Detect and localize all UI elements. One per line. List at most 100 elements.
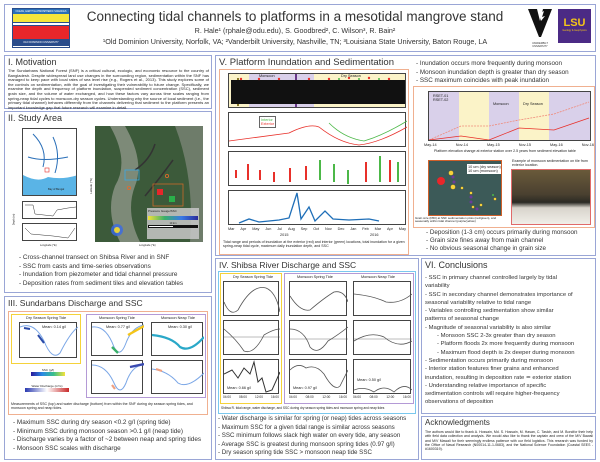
month-tick: Nov bbox=[324, 227, 332, 231]
grain-caption: Grain size (D50) at SNF sedimentation pl… bbox=[415, 216, 497, 224]
conclusion-item: - SSC in secondary channel demonstrates … bbox=[425, 291, 573, 298]
month-tick: Mar bbox=[374, 227, 382, 231]
month-axis: Mar Apr May Jun Jul Aug Sep Oct Nov Dec Jan Feb Mar A… bbox=[228, 227, 406, 231]
profile-xlabel: Longitude (°E) bbox=[40, 244, 57, 247]
panel-title: Dry Season Spring Tide bbox=[233, 275, 274, 279]
time-tick: 16:00 bbox=[271, 395, 279, 399]
bullet: - SSC from casts and time-series observa… bbox=[19, 262, 151, 270]
total-inundation-plot: Interior Exterior bbox=[228, 112, 408, 147]
time-tick: 12:00 bbox=[255, 395, 263, 399]
legend-rset-01: RSET-01 bbox=[433, 94, 449, 98]
month-tick: Jul bbox=[277, 227, 283, 231]
bullet: - Cross-channel transect on Shibsa River… bbox=[19, 254, 170, 261]
section-sundarbans: III. Sundarbans Discharge and SSC Dry Se… bbox=[4, 296, 212, 460]
dry-season-panel: Dry Season Spring Tide Mean: 0.14 g/l bbox=[11, 314, 81, 364]
legend-monsoon: 10 um (monsoon) bbox=[468, 169, 498, 173]
panel-mean: Mean: 0.30 g/l bbox=[168, 325, 193, 329]
depth-axis-label: Depth (m) bbox=[12, 213, 16, 226]
authors: R. Hale¹ (rphale@odu.edu), S. Goodbred²,… bbox=[194, 26, 396, 35]
section-conclusions: VI. Conclusions - SSC in primary channel… bbox=[421, 258, 596, 414]
motivation-text: The Sundarbans National Forest (SNF) is … bbox=[8, 68, 209, 110]
depth-profile-2 bbox=[22, 223, 77, 241]
year-label: 2015 bbox=[280, 233, 289, 237]
season-label-monsoon: Monsoon bbox=[259, 74, 275, 78]
discharge-colorbar-label: Water Discharge (m³/s) bbox=[31, 384, 63, 388]
conclusions-list: - SSC in primary channel controlled larg… bbox=[425, 274, 575, 407]
month-tick: Sep bbox=[300, 227, 308, 231]
section-study-area: II. Study Area Bay of Bengal Depth (m) L… bbox=[4, 111, 212, 293]
panel-mean: Mean: 0.77 g/l bbox=[106, 325, 131, 329]
bangladesh-map-icon bbox=[23, 133, 76, 195]
legend: Interior Exterior bbox=[259, 116, 277, 128]
time-tick: 04:00 bbox=[353, 395, 361, 399]
bullet: - Water discharge is similar for spring … bbox=[218, 415, 407, 422]
bangladesh-map: Bay of Bengal bbox=[22, 128, 77, 196]
panel-mean: Mean: 0.14 g/l bbox=[42, 325, 67, 329]
ssc-timeseries-plot bbox=[228, 190, 406, 225]
conclusion-item: - Monsoon SSC 2-3x greater than dry seas… bbox=[437, 333, 556, 340]
season-label-dry: Dry Season bbox=[523, 102, 543, 106]
sundarbans-bullets: - Maximum SSC during dry season <0.2 g/l… bbox=[13, 419, 201, 453]
elev-tick: May-15 bbox=[487, 143, 500, 147]
conclusion-item: - Maximum flood depth is 2x deeper durin… bbox=[437, 349, 575, 356]
elev-axis: May-14 Nov-14 May-15 Nov-15 May-16 Nov-16 bbox=[424, 143, 594, 147]
discharge-colorbar: Water Discharge (m³/s) bbox=[25, 384, 69, 392]
panel-title: Monsoon Neap Tide bbox=[161, 316, 195, 320]
time-tick: 04:00 bbox=[289, 395, 297, 399]
section-title: VI. Conclusions bbox=[425, 260, 488, 270]
elev-tick: Nov-15 bbox=[518, 143, 531, 147]
vanderbilt-logo-text: VANDERBILT UNIVERSITY bbox=[532, 42, 548, 48]
monsoon-panels: Monsoon Spring Tide Monsoon Neap Tide Me… bbox=[86, 314, 206, 398]
panel-mean: Mean: 0.66 g/l bbox=[227, 386, 252, 390]
platform-top-bullets: - Inundation occurs more frequently duri… bbox=[416, 60, 569, 86]
time-tick: 12:00 bbox=[386, 395, 395, 399]
study-area-bullets: - Cross-channel transect on Shibsa River… bbox=[19, 254, 183, 288]
conclusion-item: inundation, resulting in deposition rate… bbox=[425, 374, 572, 381]
vanderbilt-logo: VANDERBILT UNIVERSITY bbox=[525, 9, 555, 49]
bullet: - No obvious seasonal change in grain si… bbox=[426, 245, 547, 252]
section-title: Acknowledgments bbox=[425, 418, 490, 427]
time-tick: 08:00 bbox=[239, 395, 247, 399]
month-tick: Jun bbox=[265, 227, 272, 231]
map-xlabel: Longitude (°E) bbox=[139, 244, 156, 247]
bullet: - Monsoon inundation depth is greater th… bbox=[416, 68, 569, 76]
conclusion-item: - SSC in primary channel controlled larg… bbox=[425, 275, 557, 281]
conclusion-item: - Interior station features finer grains… bbox=[425, 366, 559, 373]
section-acknowledgments: Acknowledgments The authors would like t… bbox=[421, 416, 596, 460]
grain-legend: 10 um (dry season) 10 um (monsoon) bbox=[467, 164, 501, 174]
bullet: - SSC minimum follows slack high water o… bbox=[218, 432, 401, 440]
year-label: 2016 bbox=[370, 233, 379, 237]
acknowledgments-text: The authors would like to thank A. Hossa… bbox=[425, 430, 593, 452]
time-tick: 16:00 bbox=[403, 395, 411, 399]
poster-header: OCEAN, EARTH & ATMOSPHERIC SCIENCES OLD … bbox=[4, 4, 596, 52]
elev-tick: Nov-14 bbox=[455, 143, 468, 147]
conclusion-item: seasonal variability relative to tidal r… bbox=[425, 299, 532, 306]
conclusion-item: - Sedimentation occurs primarily during … bbox=[425, 357, 554, 364]
time-tick: 12:00 bbox=[322, 395, 331, 399]
bullet: - Inundation from piezometer and tidal c… bbox=[19, 271, 178, 279]
elevation-figure: Monsoon Dry Season RSET-01 RSET-02 May-1… bbox=[413, 86, 595, 228]
shibsa-bullets: - Water discharge is similar for spring … bbox=[218, 415, 406, 458]
lsu-logo: LSU Geology & Geophysics bbox=[558, 9, 591, 43]
odu-logo-bottom-text: OLD DOMINION UNIVERSITY bbox=[13, 39, 69, 46]
inundation-figure: Monsoon Dry Season Interior Exterior Mar… bbox=[219, 69, 409, 255]
section-title: I. Motivation bbox=[8, 57, 57, 67]
photo-caption: Example of monsoon sedimentation on tile… bbox=[512, 159, 588, 168]
section-motivation: I. Motivation The Sundarbans National Fo… bbox=[4, 55, 212, 110]
bullet: - Deposition (1-3 cm) occurs primarily d… bbox=[426, 229, 578, 236]
conclusion-item: - Understanding relative importance of s… bbox=[425, 382, 547, 389]
season-label-monsoon: Monsoon bbox=[493, 102, 509, 106]
panel-mean: Mean: 0.50 g/l bbox=[357, 378, 382, 382]
bullet: - Deposition rates from sediment tiles a… bbox=[19, 279, 184, 287]
conclusion-item: observations of deposition bbox=[425, 399, 494, 406]
conclusion-item: sedimentation controls will require high… bbox=[425, 391, 560, 398]
section-platform: V. Platform Inundation and Sedimentation… bbox=[215, 55, 596, 256]
tidal-range-plot: Monsoon Dry Season bbox=[228, 73, 406, 108]
inundation-caption: Tidal range and periods of inundation at… bbox=[223, 240, 405, 249]
bay-label: Bay of Bengal bbox=[48, 188, 65, 191]
conclusion-item: - Platform floods 2x more frequently dur… bbox=[437, 341, 575, 348]
panel-title: Monsoon Neap Tide bbox=[361, 275, 395, 279]
month-tick: Oct bbox=[313, 227, 320, 231]
shibsa-figure: Dry Season Spring Tide Monsoon Spring Ti… bbox=[218, 271, 416, 414]
time-tick: 08:00 bbox=[369, 395, 378, 399]
